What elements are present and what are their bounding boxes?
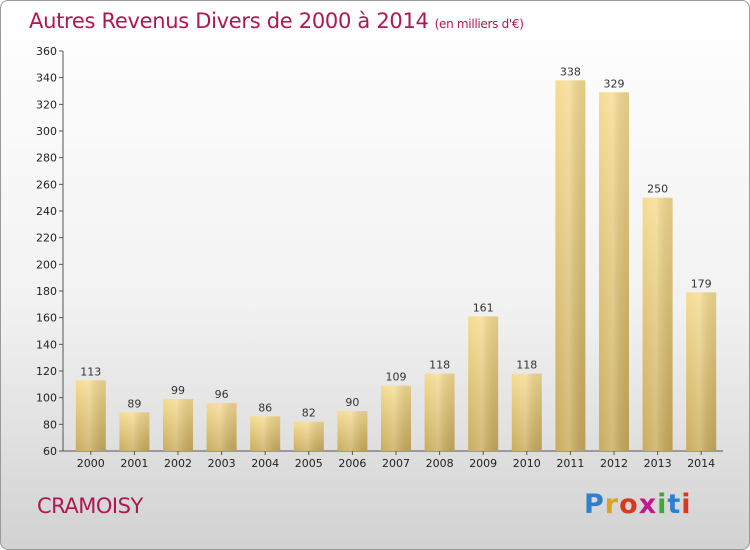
y-tick-label: 240 (36, 205, 57, 218)
y-tick-label: 300 (36, 125, 57, 138)
data-label: 250 (647, 183, 668, 196)
chart-title: Autres Revenus Divers de 2000 à 2014 (en … (29, 9, 524, 33)
logo-letter: i (657, 489, 668, 520)
bar-shade (468, 316, 499, 451)
bar-shade (293, 421, 324, 451)
logo-letter: t (667, 489, 682, 520)
commune-name: CRAMOISY (37, 494, 143, 518)
bar-shade (686, 292, 717, 451)
data-label: 90 (345, 396, 359, 409)
x-tick-label: 2004 (251, 457, 279, 470)
x-tick-label: 2013 (644, 457, 672, 470)
y-tick-label: 60 (43, 445, 57, 458)
y-tick-label: 160 (36, 312, 57, 325)
x-tick-label: 2007 (382, 457, 410, 470)
data-label: 109 (386, 371, 407, 384)
y-tick-label: 140 (36, 338, 57, 351)
y-tick-label: 80 (43, 418, 57, 431)
bar-shade (75, 380, 106, 451)
y-tick-label: 220 (36, 232, 57, 245)
axes: 60 80 100 120 140 160 180 200 220 240 260 280 300 320… (36, 45, 723, 470)
title-text: Autres Revenus Divers de 2000 à 2014 (29, 9, 429, 33)
y-tick-label: 100 (36, 392, 57, 405)
data-label: 118 (516, 359, 537, 372)
x-tick-label: 2000 (77, 457, 105, 470)
bar-shade (250, 416, 281, 451)
bar-shade (119, 412, 150, 451)
x-tick-label: 2011 (556, 457, 584, 470)
y-tick-label: 260 (36, 178, 57, 191)
data-label: 329 (604, 77, 625, 90)
x-tick-label: 2001 (120, 457, 148, 470)
x-tick-label: 2003 (208, 457, 236, 470)
bar-shade (424, 373, 455, 451)
chart-subtitle: (en milliers d'€) (434, 17, 524, 31)
x-tick-label: 2008 (426, 457, 454, 470)
x-tick-label: 2010 (513, 457, 541, 470)
data-label: 86 (258, 401, 272, 414)
logo-letter: o (619, 489, 639, 520)
bar-shade (337, 411, 368, 451)
value-labels: 113 89 99 96 86 82 90 109 118 161 118 338 329 250 179 (80, 65, 711, 419)
bar-shade (206, 403, 237, 451)
proxiti-logo: Proxiti (584, 489, 692, 520)
bar-shade (163, 399, 193, 451)
y-tick-label: 120 (36, 365, 57, 378)
data-label: 338 (560, 65, 581, 78)
x-tick-label: 2006 (338, 457, 366, 470)
y-tick-label: 340 (36, 72, 57, 85)
bars (75, 80, 717, 451)
data-label: 161 (473, 301, 494, 314)
bar-shade (599, 92, 629, 451)
data-label: 113 (80, 365, 101, 378)
bar-shade (642, 197, 673, 451)
y-tick-label: 360 (36, 45, 57, 58)
logo-letter: P (584, 489, 605, 520)
bar-shade (381, 385, 411, 451)
y-tick-label: 280 (36, 152, 57, 165)
x-tick-label: 2009 (469, 457, 497, 470)
data-label: 179 (691, 277, 712, 290)
y-tick-label: 200 (36, 258, 57, 271)
data-label: 118 (429, 359, 450, 372)
logo-letter: i (681, 489, 692, 520)
data-label: 96 (215, 388, 229, 401)
x-tick-label: 2005 (295, 457, 323, 470)
data-label: 99 (171, 384, 185, 397)
x-tick-label: 2012 (600, 457, 628, 470)
x-tick-label: 2002 (164, 457, 192, 470)
x-tick-label: 2014 (687, 457, 715, 470)
y-tick-label: 180 (36, 285, 57, 298)
bar-shade (511, 373, 542, 451)
logo-letter: x (638, 489, 658, 520)
bar-shade (555, 80, 586, 451)
data-label: 89 (127, 397, 141, 410)
data-label: 82 (302, 407, 316, 420)
y-tick-label: 320 (36, 98, 57, 111)
logo-letter: r (604, 489, 620, 520)
